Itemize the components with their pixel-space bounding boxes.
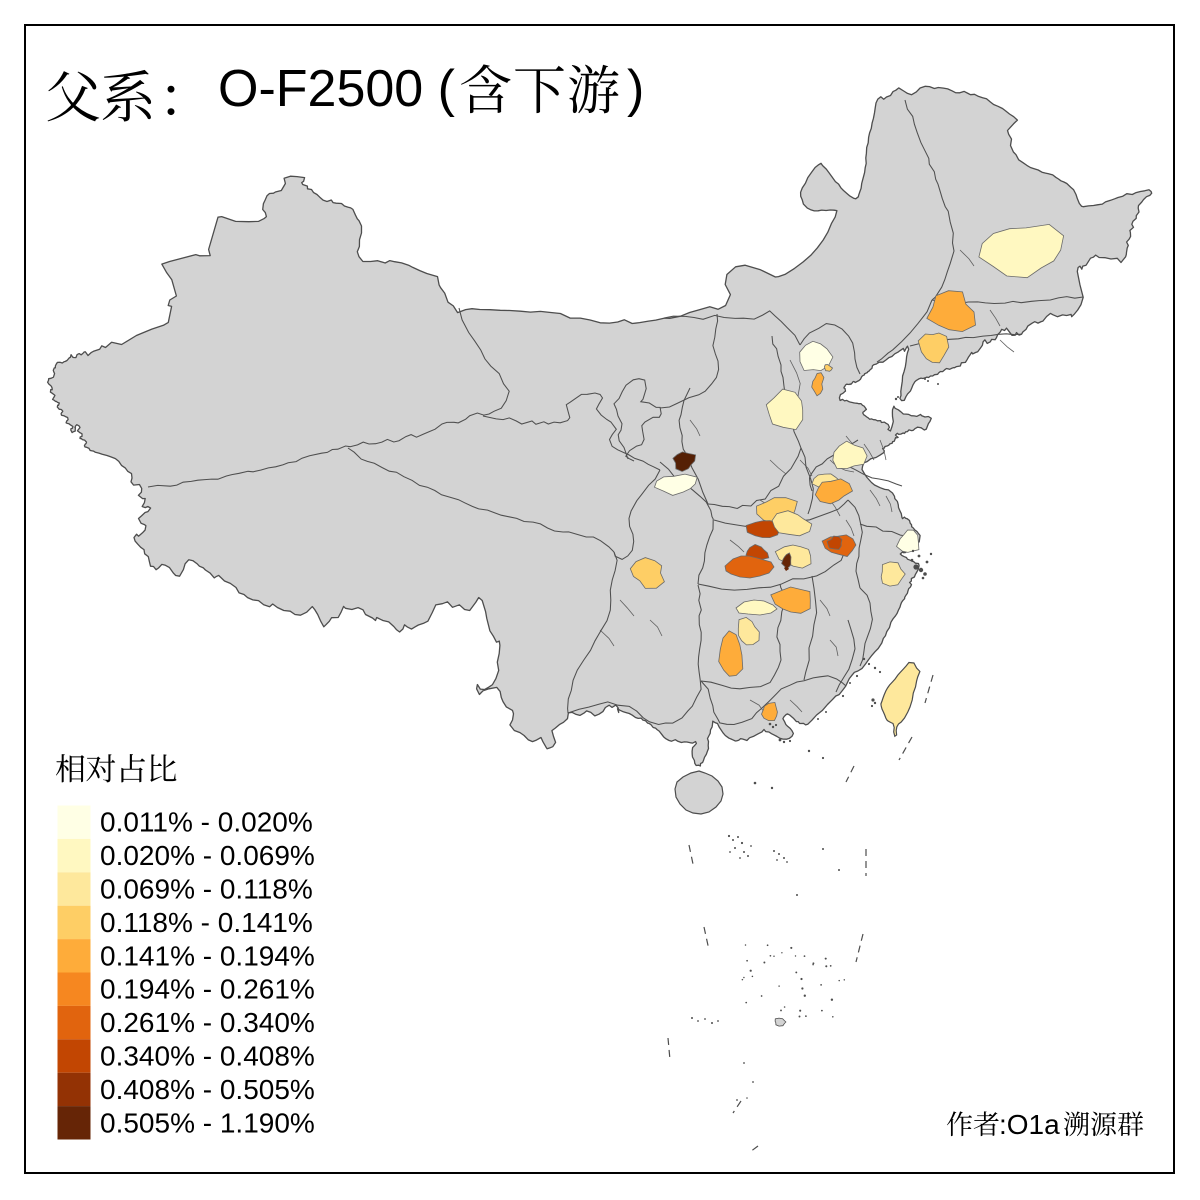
svg-text:0.408% - 0.505%: 0.408% - 0.505% xyxy=(100,1074,315,1105)
svg-text:0.118% - 0.141%: 0.118% - 0.141% xyxy=(100,907,313,938)
svg-text:): ) xyxy=(627,60,644,118)
svg-text:0.141% - 0.194%: 0.141% - 0.194% xyxy=(100,940,315,971)
svg-text:0.011% - 0.020%: 0.011% - 0.020% xyxy=(100,807,313,838)
svg-text:O-F2500 (: O-F2500 ( xyxy=(218,60,456,118)
svg-text:0.340% - 0.408%: 0.340% - 0.408% xyxy=(100,1041,315,1072)
svg-text:0.505% - 1.190%: 0.505% - 1.190% xyxy=(100,1107,315,1138)
svg-text:0.020% - 0.069%: 0.020% - 0.069% xyxy=(100,840,315,871)
svg-text:0.261% - 0.340%: 0.261% - 0.340% xyxy=(100,1007,315,1038)
svg-text:0.069% - 0.118%: 0.069% - 0.118% xyxy=(100,874,313,905)
svg-text:0.194% - 0.261%: 0.194% - 0.261% xyxy=(100,974,315,1005)
svg-text::O1a: :O1a xyxy=(999,1109,1060,1140)
